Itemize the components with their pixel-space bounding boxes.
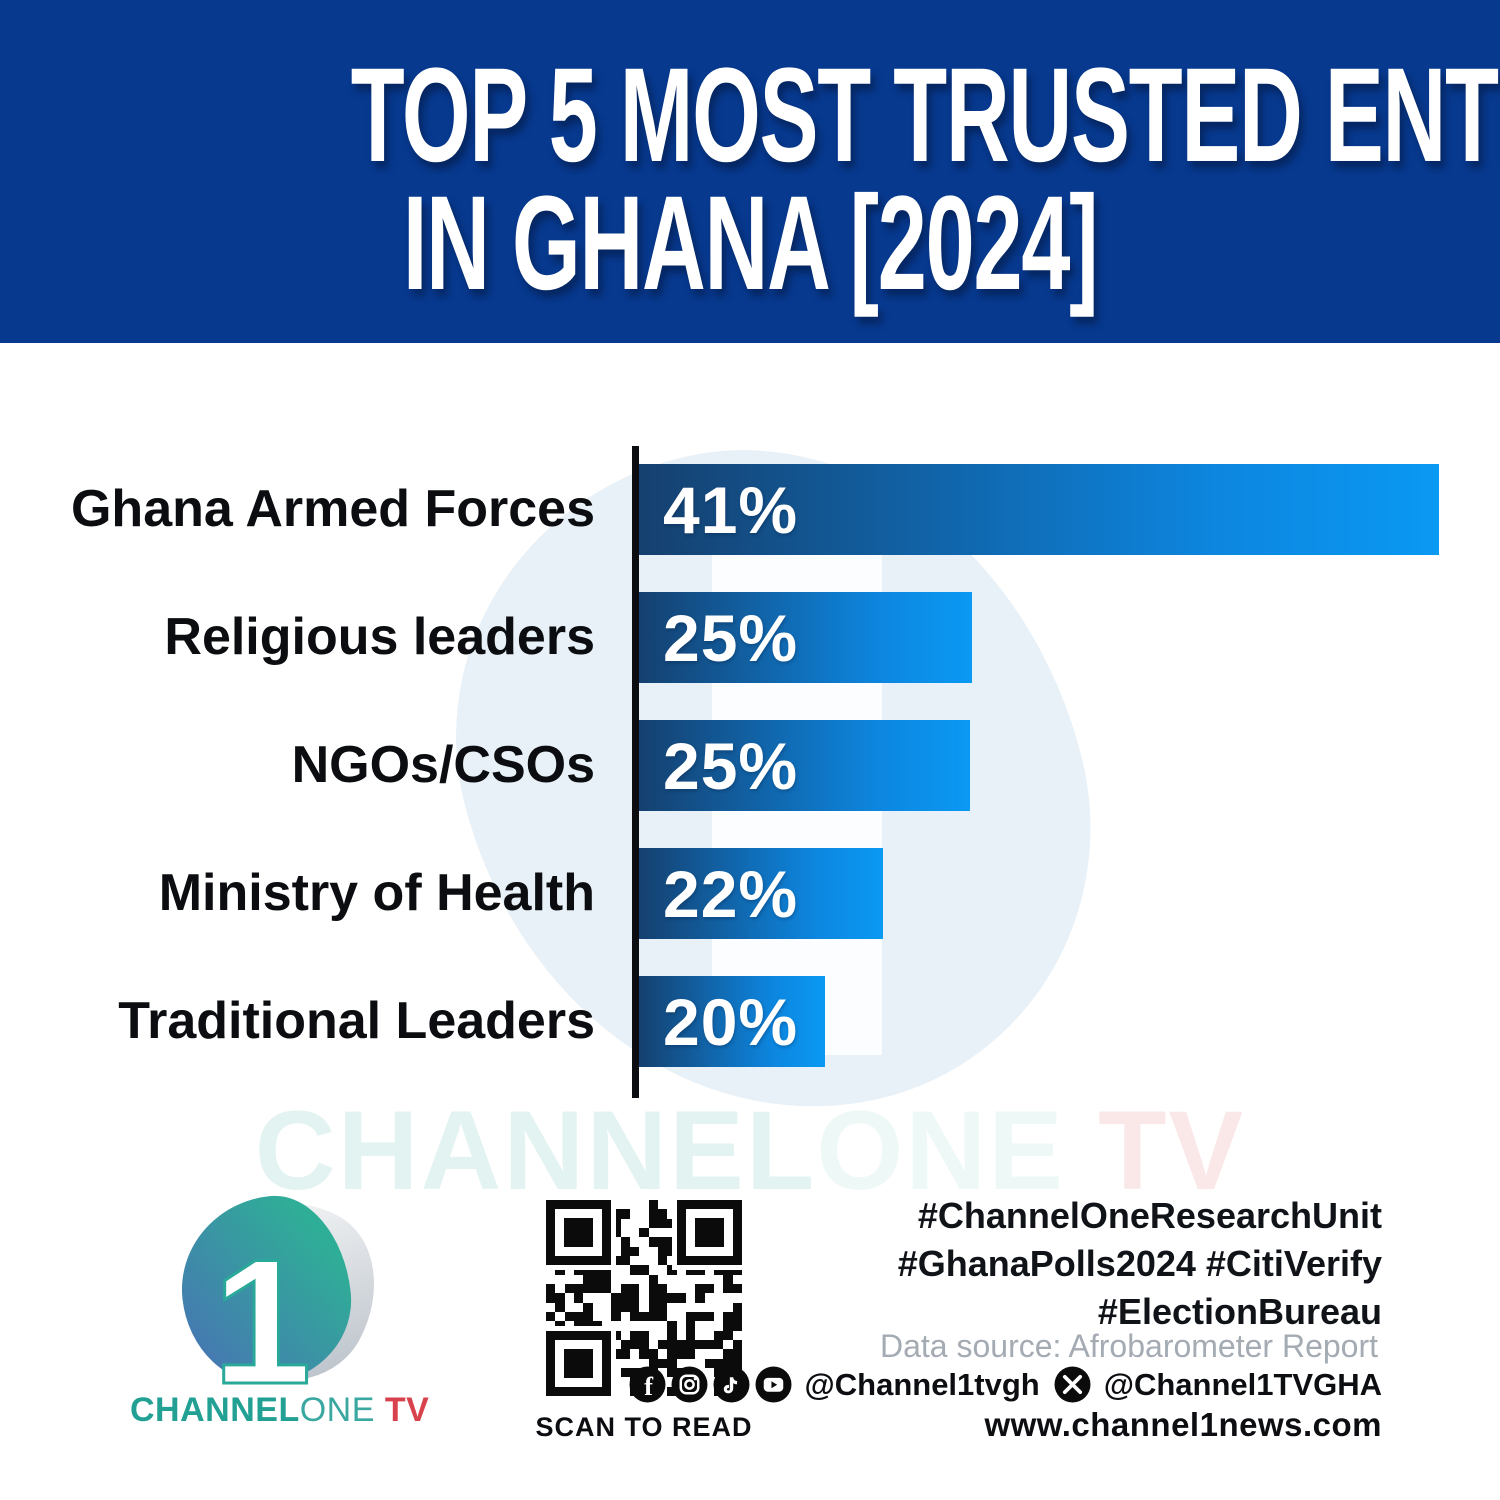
hashtag-line: #ChannelOneResearchUnit xyxy=(917,1195,1382,1236)
category-label-ngos-csos: NGOs/CSOs xyxy=(291,736,595,794)
channel-one-tv-logo: 1 CHANNELONE TV xyxy=(130,1171,430,1435)
youtube-icon xyxy=(755,1366,792,1403)
qr-code xyxy=(546,1200,742,1396)
hashtag-line: #GhanaPolls2024 #CitiVerify xyxy=(897,1243,1382,1284)
category-label-ministry-of-health: Ministry of Health xyxy=(158,864,595,922)
page-title: TOP 5 MOST TRUSTED ENTITIES IN GHANA [20… xyxy=(0,41,1500,318)
website-url: www.channel1news.com xyxy=(984,1406,1382,1443)
facebook-icon: f xyxy=(629,1366,666,1403)
bar-value-label: 25% xyxy=(663,728,799,803)
category-label-traditional-leaders: Traditional Leaders xyxy=(118,992,595,1050)
logo-one-digit: 1 xyxy=(211,1222,313,1421)
bar-traditional-leaders: 20% xyxy=(639,976,825,1067)
hashtag-line: #ElectionBureau xyxy=(1097,1291,1382,1332)
qr-finder-top-left xyxy=(546,1200,611,1265)
social-media-row: f @Channel1tvgh @Channel1TVGHA xyxy=(629,1366,1382,1403)
qr-finder-top-right xyxy=(677,1200,742,1265)
bar-ministry-of-health: 22% xyxy=(639,848,883,939)
bar-religious-leaders: 25% xyxy=(639,592,972,683)
title-line-2: IN GHANA [2024] xyxy=(402,169,1099,318)
bar-ngos-csos: 25% xyxy=(639,720,970,811)
header-banner: TOP 5 MOST TRUSTED ENTITIES IN GHANA [20… xyxy=(0,0,1500,343)
bar-ghana-armed-forces: 41% xyxy=(639,464,1439,555)
social-handle-x: @Channel1TVGHA xyxy=(1103,1366,1382,1402)
title-line-1: TOP 5 MOST TRUSTED ENTITIES xyxy=(350,41,1500,190)
bar-value-label: 25% xyxy=(663,600,799,675)
bar-value-label: 41% xyxy=(663,472,799,547)
bar-value-label: 22% xyxy=(663,856,799,931)
category-label-religious-leaders: Religious leaders xyxy=(164,608,595,666)
instagram-icon xyxy=(671,1366,708,1403)
logo-caption: CHANNELONE TV xyxy=(130,1391,430,1429)
hashtags-block: #ChannelOneResearchUnit #GhanaPolls2024 … xyxy=(898,1192,1382,1336)
channel-one-tv-watermark: CHANNELONE TV xyxy=(254,1088,1246,1213)
svg-text:f: f xyxy=(644,1371,654,1401)
tiktok-icon xyxy=(713,1366,750,1403)
category-label-ghana-armed-forces: Ghana Armed Forces xyxy=(70,480,595,538)
chart-axis-line xyxy=(632,446,639,1098)
qr-finder-bottom-left xyxy=(546,1331,611,1396)
bar-value-label: 20% xyxy=(663,984,799,1059)
social-handle-main: @Channel1tvgh xyxy=(804,1366,1040,1402)
x-icon xyxy=(1054,1366,1091,1403)
qr-caption: SCAN TO READ xyxy=(535,1412,753,1442)
data-source-text: Data source: Afrobarometer Report xyxy=(879,1328,1378,1364)
